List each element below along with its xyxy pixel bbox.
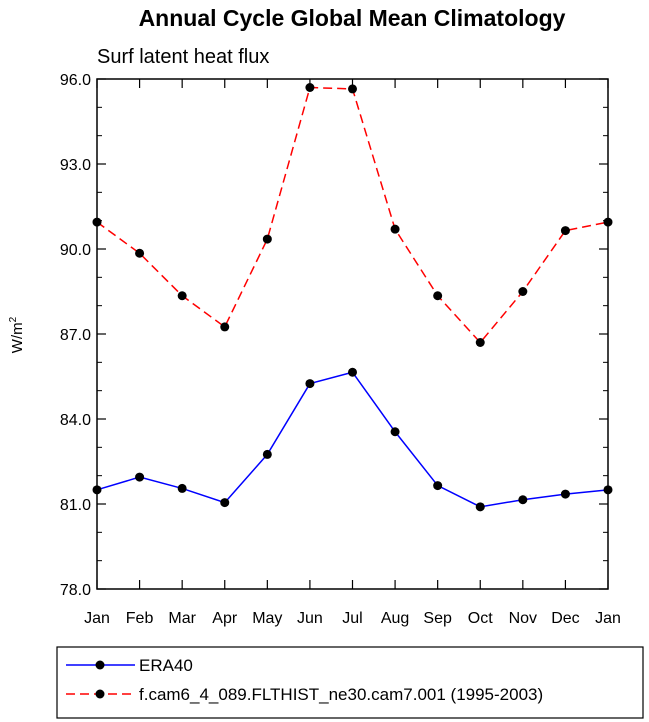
chart-title: Annual Cycle Global Mean Climatology	[139, 5, 566, 31]
x-tick-label: Sep	[423, 610, 452, 627]
x-tick-label: May	[252, 610, 282, 627]
y-tick-label: 93.0	[60, 157, 91, 174]
data-point	[263, 235, 272, 244]
data-point	[348, 84, 357, 93]
legend-label: f.cam6_4_089.FLTHIST_ne30.cam7.001 (1995…	[139, 685, 543, 704]
y-axis-label-superscript: 2	[8, 316, 19, 322]
x-tick-label: Mar	[168, 610, 196, 627]
series-line	[97, 372, 608, 507]
series-layer	[93, 83, 613, 511]
x-tick-label: Jan	[595, 610, 621, 627]
series-line	[97, 88, 608, 343]
x-tick-label: Jun	[297, 610, 323, 627]
x-tick-label: Apr	[212, 610, 238, 627]
data-point	[305, 83, 314, 92]
data-point	[561, 226, 570, 235]
x-tick-label: Nov	[509, 610, 537, 627]
series-1	[93, 368, 613, 512]
data-point	[433, 481, 442, 490]
data-point	[348, 368, 357, 377]
data-point	[391, 427, 400, 436]
x-tick-label: Oct	[468, 610, 493, 627]
legend-label: ERA40	[139, 656, 193, 675]
data-point	[178, 291, 187, 300]
chart: Annual Cycle Global Mean Climatology Sur…	[0, 0, 649, 722]
data-point	[263, 450, 272, 459]
x-tick-label: Jan	[84, 610, 110, 627]
y-tick-label: 96.0	[60, 72, 91, 89]
data-point	[178, 484, 187, 493]
legend-marker	[96, 690, 105, 699]
data-point	[561, 490, 570, 499]
y-axis-label: W/m2	[8, 316, 26, 353]
data-point	[391, 225, 400, 234]
legend: ERA40 f.cam6_4_089.FLTHIST_ne30.cam7.001 …	[57, 647, 643, 718]
x-tick-label: Jul	[342, 610, 362, 627]
data-point	[220, 322, 229, 331]
data-point	[518, 495, 527, 504]
x-tick-label: Aug	[381, 610, 409, 627]
data-point	[476, 338, 485, 347]
y-axis-label-unit: W/m	[9, 322, 26, 353]
data-point	[476, 502, 485, 511]
y-tick-label: 81.0	[60, 497, 91, 514]
legend-marker	[96, 661, 105, 670]
x-tick-label: Dec	[551, 610, 579, 627]
chart-subtitle: Surf latent heat flux	[97, 46, 269, 68]
data-point	[220, 498, 229, 507]
y-tick-label: 87.0	[60, 327, 91, 344]
x-tick-labels: Jan Feb Mar Apr May Jun Jul Aug Sep Oct Nov Dec Jan	[84, 610, 621, 627]
data-point	[433, 291, 442, 300]
y-tick-label: 90.0	[60, 242, 91, 259]
y-tick-label: 84.0	[60, 412, 91, 429]
y-tick-label: 78.0	[60, 582, 91, 599]
series-2	[93, 83, 613, 347]
data-point	[135, 473, 144, 482]
data-point	[305, 379, 314, 388]
axis-ticks	[97, 79, 608, 589]
plot-frame	[97, 79, 608, 589]
data-point	[135, 249, 144, 258]
x-tick-label: Feb	[126, 610, 154, 627]
data-point	[518, 287, 527, 296]
y-tick-labels: 78.0 81.0 84.0 87.0 90.0 93.0 96.0	[60, 72, 91, 599]
